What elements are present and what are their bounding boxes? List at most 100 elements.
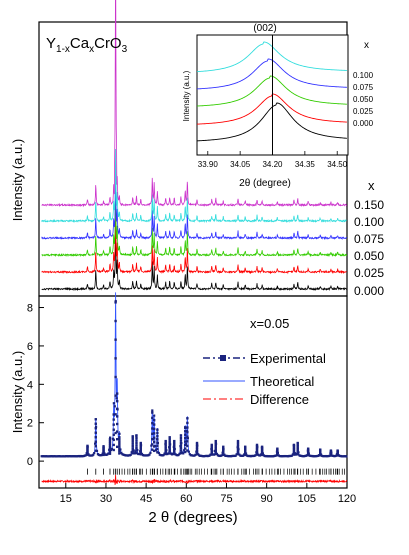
experimental-peak-point-6-99 — [116, 392, 119, 395]
experimental-peak-point-14-99 — [164, 439, 167, 443]
experimental-peak-point-1-63 — [94, 431, 97, 434]
bottom-xtick-label-4: 75 — [220, 493, 232, 505]
experimental-point-118 — [151, 409, 154, 412]
experimental-peak-point-22-15 — [214, 452, 217, 456]
experimental-peak-point-22-51 — [214, 447, 217, 450]
experimental-peak-point-24-15 — [236, 452, 240, 456]
inset-traces — [196, 41, 347, 142]
experimental-peak-point-19-27 — [186, 444, 189, 448]
experimental-peak-point-4-27 — [112, 443, 115, 447]
experimental-point-59 — [95, 449, 99, 452]
difference-line — [41, 474, 348, 486]
experimental-peak-point-13-63 — [156, 438, 159, 441]
top-legend-0.025: 0.025 — [354, 266, 384, 280]
experimental-peak-point-13-51 — [156, 441, 159, 444]
experimental-peak-point-16-51 — [173, 447, 176, 450]
experimental-peak-point-18-99 — [184, 426, 187, 430]
experimental-point-115 — [148, 453, 151, 456]
inset-legend-0.000: 0.000 — [353, 119, 374, 128]
bottom-xtick-label-6: 105 — [298, 493, 316, 505]
top-trace-0.050 — [41, 183, 348, 258]
experimental-point-79 — [114, 299, 117, 303]
experimental-peak-point-16-39 — [173, 449, 176, 452]
experimental-peak-point-30-51 — [296, 448, 299, 451]
bottom-ytick-label-0: 0 — [27, 456, 33, 468]
experimental-peak-point-14-51 — [164, 447, 167, 450]
experimental-peak-point-19-99 — [186, 417, 189, 420]
experimental-peak-point-1-27 — [94, 445, 97, 448]
bottom-xticks: 15 30 45 60 75 90 105 120 — [60, 483, 356, 505]
experimental-point-146 — [177, 453, 180, 457]
experimental-peak-point-17-75 — [179, 439, 183, 442]
experimental-point-83 — [118, 432, 121, 435]
experimental-peak-point-29-51 — [292, 449, 296, 452]
experimental-peak-point-15-63 — [168, 443, 171, 446]
experimental-peak-point-6-39 — [116, 430, 119, 433]
experimental-point-156 — [186, 437, 190, 440]
experimental-point-151 — [182, 452, 185, 455]
experimental-peak-point-4-75 — [112, 423, 115, 426]
experimental-peak-point-15-87 — [168, 438, 171, 441]
experimental-peak-point-7-39 — [118, 447, 121, 451]
inset-panel: (002) Intensity (a.u.) 2θ (degree) 33.90… — [182, 23, 374, 189]
inset-ylabel: Intensity (a.u.) — [182, 70, 191, 121]
experimental-peak-point-17-63 — [179, 441, 183, 445]
experimental-peak-point-1-15 — [94, 449, 97, 452]
experimental-peak-point-12-27 — [152, 445, 156, 448]
top-panel: Y1-xCaxCrO3 Intensity (a.u.) x 0.000 0.02… — [10, 0, 384, 298]
experimental-peak-point-15-51 — [168, 445, 171, 448]
experimental-peak-point-21-15 — [210, 453, 213, 456]
top-trace-0.100 — [41, 148, 347, 224]
experimental-peak-point-21-87 — [210, 445, 213, 448]
experimental-peak-point-32-99 — [319, 448, 322, 451]
experimental-peak-point-18-39 — [184, 443, 187, 447]
experimental-peak-point-7-87 — [118, 438, 121, 441]
experimental-peak-point-34-99 — [336, 449, 339, 452]
inset-legend-title: x — [364, 40, 369, 51]
experimental-peak-point-17-87 — [179, 436, 183, 440]
experimental-peak-point-18-51 — [184, 440, 187, 443]
experimental-peak-point-0-15 — [86, 453, 89, 456]
top-legend-0.000: 0.000 — [354, 284, 384, 298]
experimental-peak-point-7-27 — [118, 449, 121, 453]
experimental-peak-point-19-15 — [186, 449, 189, 452]
experimental-peak-point-12-15 — [152, 449, 156, 453]
experimental-peak-point-17-15 — [179, 451, 183, 455]
experimental-point-107 — [140, 452, 144, 456]
experimental-peak-point-15-39 — [168, 447, 171, 451]
experimental-peak-point-30-27 — [296, 451, 299, 454]
experimental-peak-point-8-15 — [131, 452, 134, 455]
experimental-peak-point-14-15 — [164, 452, 167, 456]
top-trace-0.025 — [41, 199, 347, 275]
bottom-xtick-label-5: 90 — [261, 493, 273, 505]
experimental-peak-point-19-63 — [186, 430, 189, 434]
experimental-peak-point-0-99 — [86, 444, 89, 448]
experimental-peak-point-14-27 — [164, 450, 167, 454]
experimental-peak-point-13-99 — [156, 428, 159, 431]
experimental-peak-point-16-63 — [173, 445, 176, 448]
experimental-peak-point-18-75 — [184, 433, 187, 436]
experimental-peak-point-8-75 — [131, 440, 134, 443]
experimental-peak-point-12-39 — [152, 440, 156, 444]
experimental-point-195 — [223, 453, 226, 456]
inset-xticks: 33.90 34.05 34.20 34.35 34.50 — [198, 151, 348, 169]
experimental-peak-point-10-15 — [139, 453, 142, 456]
experimental-peak-point-21-39 — [210, 450, 213, 454]
experimental-peak-point-4-39 — [112, 438, 115, 442]
inset-trace-0.000 — [196, 102, 347, 142]
top-traces — [41, 0, 348, 292]
experimental-peak-point-10-99 — [139, 441, 142, 445]
experimental-peak-point-0-63 — [86, 448, 89, 451]
experimental-peak-point-2-99 — [102, 445, 105, 449]
experimental-peak-point-24-75 — [236, 443, 240, 446]
experimental-peak-point-3-99 — [108, 438, 112, 441]
bottom-ytick-label-3: 6 — [27, 341, 33, 353]
experimental-point-55 — [92, 453, 95, 456]
experimental-peak-point-15-99 — [168, 436, 171, 439]
experimental-point-57 — [94, 442, 97, 445]
legend-label-experimental: Experimental — [250, 351, 326, 366]
experimental-peak-point-20-63 — [195, 446, 199, 450]
experimental-point-125 — [157, 451, 160, 455]
bottom-legend: Experimental Theoretical Difference — [203, 351, 326, 407]
experimental-peak-point-30-15 — [296, 453, 299, 456]
